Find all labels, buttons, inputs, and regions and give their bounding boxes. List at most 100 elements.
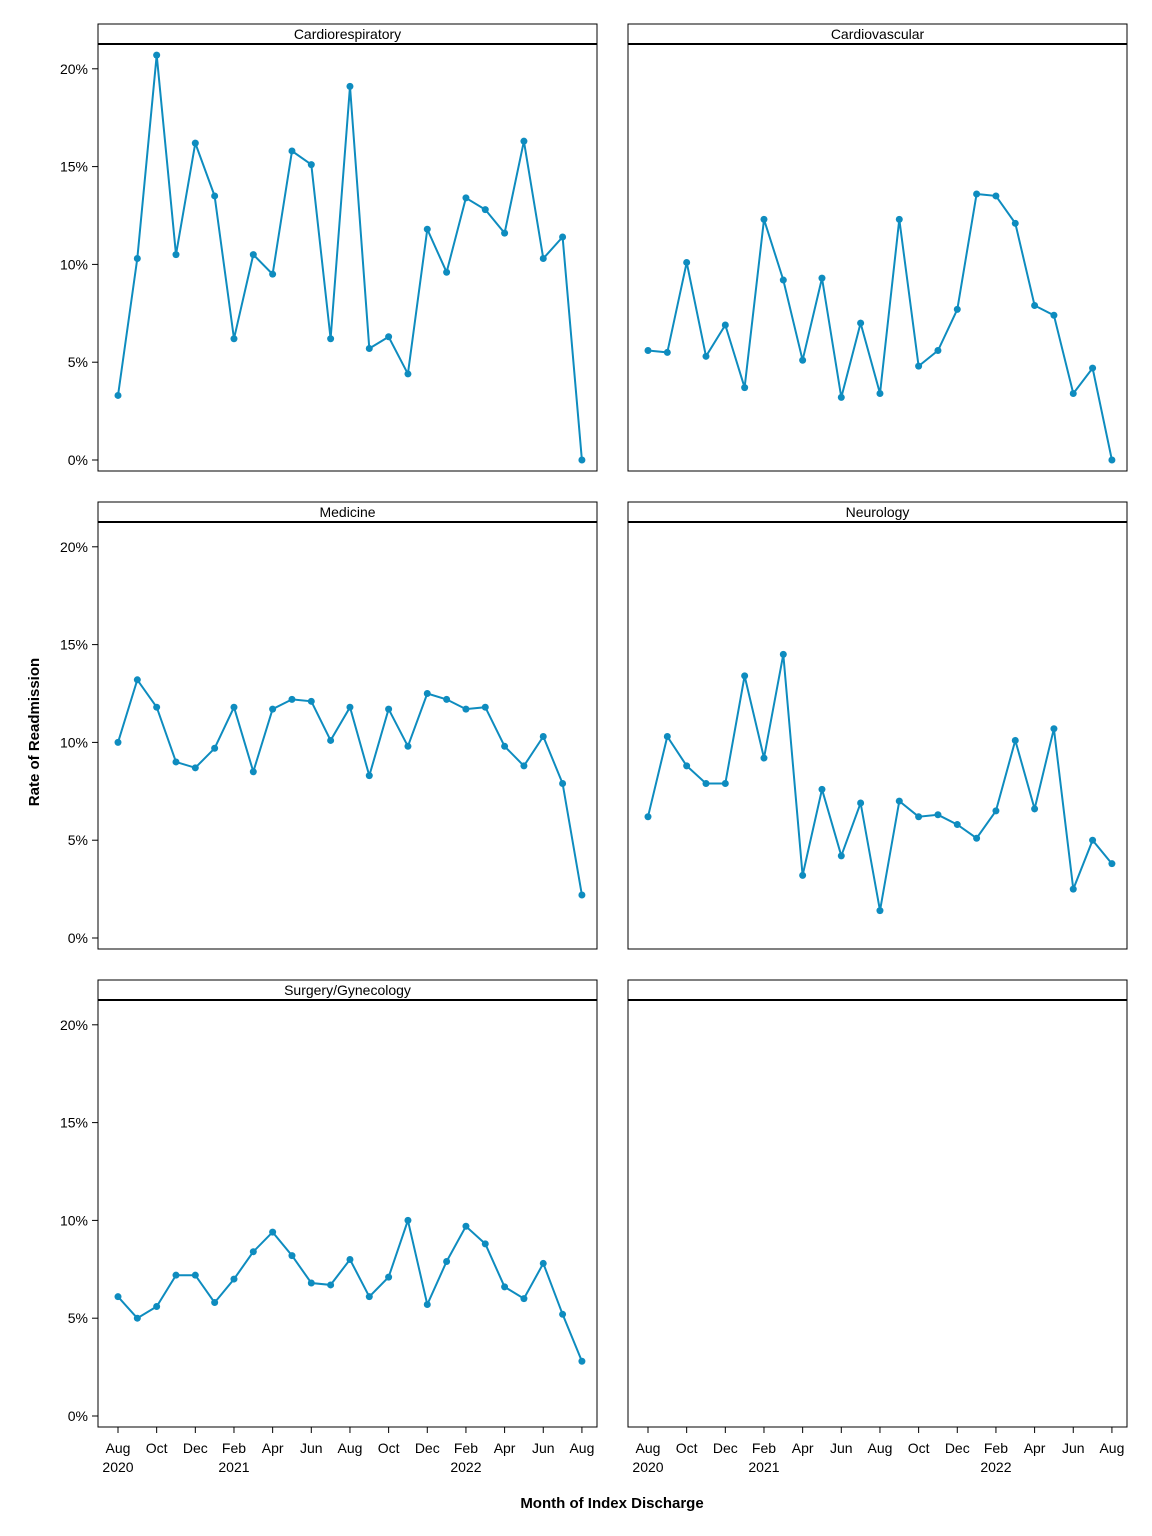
data-point	[133, 255, 141, 263]
x-tick-label: Dec	[183, 1440, 208, 1456]
x-year-label: 2020	[632, 1459, 663, 1475]
data-point	[423, 225, 431, 233]
data-point	[249, 768, 257, 776]
data-point	[895, 797, 903, 805]
data-point	[1069, 885, 1077, 893]
data-point	[702, 352, 710, 360]
data-point	[520, 137, 528, 145]
x-tick-label: Oct	[908, 1440, 930, 1456]
x-tick-label: Feb	[984, 1440, 1008, 1456]
data-point	[818, 785, 826, 793]
data-point	[404, 370, 412, 378]
panel-medicine: Medicine 0% 5% 10% 15% 20%	[60, 501, 598, 950]
y-tick-label: 5%	[68, 1310, 88, 1326]
data-point	[953, 821, 961, 829]
data-point	[133, 676, 141, 684]
data-point	[1050, 725, 1058, 733]
data-point	[327, 1281, 335, 1289]
data-point	[1031, 301, 1039, 309]
y-tick-label: 0%	[68, 930, 88, 946]
x-tick-label: Apr	[262, 1440, 284, 1456]
data-point	[288, 1252, 296, 1260]
data-point	[644, 813, 652, 821]
x-tick-label: Feb	[752, 1440, 776, 1456]
data-point	[578, 1357, 586, 1365]
data-point	[973, 190, 981, 198]
data-point	[191, 139, 199, 147]
data-point	[307, 161, 315, 169]
x-tick-label: Feb	[222, 1440, 246, 1456]
data-point	[1031, 805, 1039, 813]
x-tick-label: Aug	[636, 1440, 661, 1456]
data-point	[559, 233, 567, 241]
x-tick-label: Aug	[867, 1440, 892, 1456]
data-point	[539, 255, 547, 263]
data-point	[857, 319, 865, 327]
data-point	[365, 345, 373, 353]
y-tick-label: 0%	[68, 1408, 88, 1424]
series-line	[117, 677, 583, 896]
data-point	[1089, 836, 1097, 844]
x-tick-label: Jun	[1062, 1440, 1085, 1456]
x-year-label: 2021	[218, 1459, 249, 1475]
y-tick-label: 5%	[68, 832, 88, 848]
data-point	[404, 742, 412, 750]
data-point	[683, 258, 691, 266]
x-tick-label: Aug	[106, 1440, 131, 1456]
data-point	[481, 206, 489, 214]
data-point	[385, 705, 393, 713]
x-year-label: 2021	[748, 1459, 779, 1475]
x-tick-label: Dec	[415, 1440, 440, 1456]
data-point	[404, 1216, 412, 1224]
x-tick-label: Jun	[830, 1440, 853, 1456]
data-point	[973, 834, 981, 842]
data-point	[644, 346, 652, 354]
data-point	[1050, 311, 1058, 319]
data-point	[288, 695, 296, 703]
data-point	[702, 779, 710, 787]
x-tick-label: Jun	[300, 1440, 323, 1456]
data-point	[288, 147, 296, 155]
data-point	[915, 362, 923, 370]
y-tick-label: 20%	[60, 1017, 88, 1033]
data-point	[211, 192, 219, 200]
data-point	[876, 907, 884, 915]
data-point	[481, 703, 489, 711]
data-point	[721, 321, 729, 329]
data-point	[663, 348, 671, 356]
data-point	[578, 456, 586, 464]
panel-empty: Aug Oct Dec Feb Apr Jun Aug Oct Dec Feb Apr Jun Aug 2…	[627, 979, 1128, 1475]
data-point	[230, 335, 238, 343]
panel-title: Cardiorespiratory	[294, 26, 401, 42]
data-point	[953, 305, 961, 313]
data-point	[1011, 219, 1019, 227]
data-point	[663, 733, 671, 741]
data-point	[423, 690, 431, 697]
data-point	[559, 1310, 567, 1318]
data-point	[307, 1279, 315, 1287]
data-point	[779, 650, 787, 658]
series-line	[117, 55, 583, 461]
x-tick-label: Aug	[569, 1440, 594, 1456]
data-point	[365, 772, 373, 780]
data-point	[443, 268, 451, 276]
x-tick-label: Oct	[676, 1440, 698, 1456]
data-point	[211, 1299, 219, 1307]
x-tick-label: Apr	[1024, 1440, 1046, 1456]
data-point	[462, 1222, 470, 1230]
panel-surgery-gynecology: Surgery/Gynecology 0% 5% 10% 15% 20% Aug Oct Dec…	[60, 979, 598, 1475]
plot-frame	[627, 521, 1128, 950]
plot-frame	[627, 43, 1128, 472]
y-tick-label: 15%	[60, 1115, 88, 1131]
data-point	[462, 194, 470, 202]
data-point	[443, 695, 451, 703]
y-tick-label: 10%	[60, 1212, 88, 1228]
data-point	[721, 779, 729, 787]
y-tick-label: 15%	[60, 637, 88, 653]
panel-cardiovascular: Cardiovascular	[627, 23, 1128, 472]
x-tick-label: Oct	[146, 1440, 168, 1456]
data-point	[992, 192, 1000, 200]
data-point	[462, 705, 470, 713]
data-point	[269, 1228, 277, 1236]
